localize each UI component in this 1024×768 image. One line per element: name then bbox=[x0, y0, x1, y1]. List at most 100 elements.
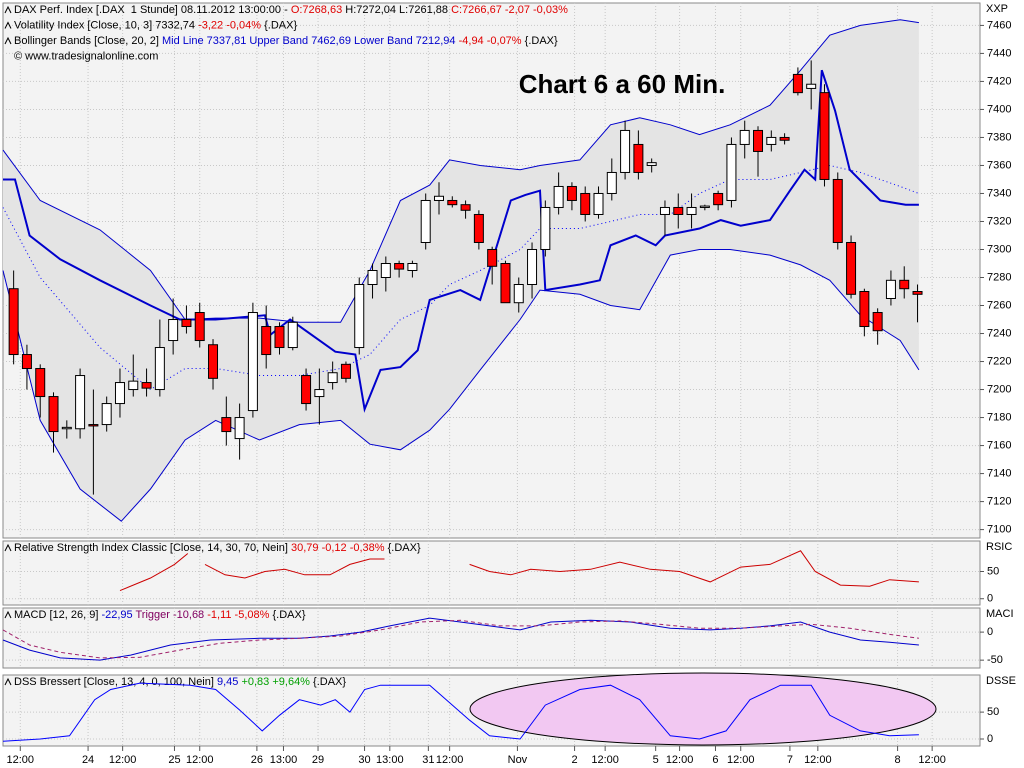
x-tick-label: 12:00 bbox=[727, 754, 755, 766]
candle-body bbox=[433, 195, 444, 201]
indicator-icon bbox=[4, 36, 12, 45]
y-tick-label: 50 bbox=[987, 565, 999, 577]
x-tick-label: 8 bbox=[895, 754, 901, 766]
x-tick-label: 31 bbox=[422, 754, 434, 766]
candle-body bbox=[527, 248, 538, 286]
series-line bbox=[2, 682, 919, 742]
candle-body bbox=[208, 344, 219, 379]
candle-body bbox=[620, 129, 631, 173]
x-tick-label: 6 bbox=[712, 754, 718, 766]
candle-body bbox=[899, 279, 910, 290]
candle-body bbox=[553, 185, 564, 208]
candle-body bbox=[832, 178, 843, 243]
x-tick-label: 26 bbox=[251, 754, 263, 766]
header-line: Relative Strength Index Classic [Close, … bbox=[14, 542, 421, 554]
indicator-icon bbox=[4, 610, 12, 619]
candle-body bbox=[460, 204, 471, 211]
y-tick-label: 7420 bbox=[987, 75, 1011, 87]
candle-body bbox=[513, 284, 524, 304]
x-tick-label: 25 bbox=[168, 754, 180, 766]
candle-body bbox=[593, 192, 604, 215]
candle-body bbox=[234, 417, 245, 440]
header-text: Bollinger Bands [Close, 20, 2] bbox=[14, 35, 162, 47]
candle-body bbox=[101, 403, 112, 426]
candle-body bbox=[753, 129, 764, 152]
x-tick-label: 12:00 bbox=[591, 754, 619, 766]
candle-body bbox=[128, 380, 139, 391]
y-tick-label: 7220 bbox=[987, 355, 1011, 367]
header-text: -4,94 -0,07% bbox=[456, 35, 522, 47]
y-tick-label: 7360 bbox=[987, 159, 1011, 171]
candle-body bbox=[221, 417, 232, 433]
candle-body bbox=[340, 363, 351, 379]
header-text: -3,22 -0,04% bbox=[198, 19, 261, 31]
candle-body bbox=[566, 185, 577, 201]
candle-body bbox=[367, 270, 378, 286]
indicator-icon bbox=[4, 5, 12, 14]
header-line: MACD [12, 26, 9] -22,95 Trigger -10,68 -… bbox=[14, 609, 306, 621]
x-tick-label: 7 bbox=[787, 754, 793, 766]
candle-body bbox=[633, 143, 644, 173]
candle-body bbox=[114, 382, 125, 405]
header-text: Volatility Index [Close, 10, 3] 7332,74 bbox=[14, 19, 198, 31]
chart-annotation: Chart 6 a 60 Min. bbox=[519, 69, 726, 99]
highlight-ellipse bbox=[469, 672, 937, 746]
x-tick-label: 12:00 bbox=[186, 754, 214, 766]
x-tick-label: 12:00 bbox=[109, 754, 137, 766]
band-fill bbox=[3, 19, 919, 522]
candle-body bbox=[261, 326, 272, 356]
candle-body bbox=[473, 213, 484, 243]
y-tick-label: 7440 bbox=[987, 47, 1011, 59]
front-layer: 7100712071407160718072007220724072607280… bbox=[2, 3, 1016, 766]
candle-body bbox=[673, 206, 684, 215]
panel bbox=[2, 607, 981, 669]
y-tick-label: 7100 bbox=[987, 524, 1011, 536]
y-tick-label: 7380 bbox=[987, 131, 1011, 143]
header-line: DSS Bressert [Close, 13, 4, 0, 100, Nein… bbox=[14, 676, 346, 688]
candle-body bbox=[301, 375, 312, 405]
y-tick-label: 7200 bbox=[987, 383, 1011, 395]
header-line: DAX Perf. Index [.DAX 1 Stunde] 08.11.20… bbox=[14, 4, 568, 16]
candle-body bbox=[806, 83, 817, 89]
candle-body bbox=[168, 319, 179, 342]
y-tick-label: 7140 bbox=[987, 467, 1011, 479]
header-line: Bollinger Bands [Close, 20, 2] Mid Line … bbox=[14, 35, 558, 47]
header-text: -1,11 -5,08% bbox=[204, 609, 269, 621]
candle-body bbox=[580, 192, 591, 215]
x-tick-label: Nov bbox=[508, 754, 528, 766]
candle-body bbox=[819, 92, 830, 180]
header-text: Mid Line 7337,81 Upper Band 7462,69 Lowe… bbox=[162, 35, 456, 47]
y-tick-label: 7240 bbox=[987, 327, 1011, 339]
y-axis-label: DSSE bbox=[986, 675, 1016, 687]
candle-body bbox=[407, 262, 418, 271]
header-text: © www.tradesignalonline.com bbox=[14, 50, 158, 62]
y-tick-label: 7120 bbox=[987, 495, 1011, 507]
y-tick-label: 7300 bbox=[987, 243, 1011, 255]
y-tick-label: 0 bbox=[987, 593, 993, 605]
x-tick-label: 12:00 bbox=[804, 754, 832, 766]
candle-body bbox=[287, 321, 298, 349]
y-axis-label: RSIC bbox=[986, 541, 1012, 553]
candle-body bbox=[48, 396, 59, 433]
x-tick-label: 30 bbox=[358, 754, 370, 766]
x-tick-label: 12:00 bbox=[436, 754, 464, 766]
candle-body bbox=[500, 262, 511, 304]
candle-body bbox=[420, 199, 431, 243]
header-text: {.DAX} bbox=[310, 676, 346, 688]
candle-body bbox=[540, 206, 551, 250]
candle-body bbox=[314, 389, 325, 398]
x-tick-label: 12:00 bbox=[666, 754, 694, 766]
header-text: DAX Perf. Index [.DAX 1 Stunde] 08.11.20… bbox=[14, 4, 291, 16]
candle-body bbox=[699, 205, 710, 208]
candle-body bbox=[606, 171, 617, 194]
header-line: Volatility Index [Close, 10, 3] 7332,74 … bbox=[14, 19, 297, 31]
y-tick-label: 7180 bbox=[987, 411, 1011, 423]
indicator-icon bbox=[4, 21, 12, 29]
candle-body bbox=[394, 262, 405, 270]
header-text: O:7268,63 bbox=[291, 4, 342, 16]
header-text: 30,79 -0,12 -0,38% bbox=[291, 542, 385, 554]
x-tick-label: 13:00 bbox=[376, 754, 404, 766]
x-tick-label: 12:00 bbox=[7, 754, 35, 766]
